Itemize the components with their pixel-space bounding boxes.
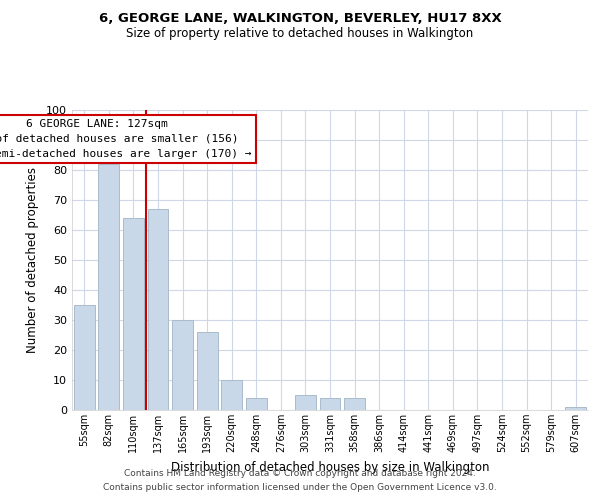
Bar xyxy=(320,398,340,410)
Text: Contains HM Land Registry data © Crown copyright and database right 2024.: Contains HM Land Registry data © Crown c… xyxy=(124,468,476,477)
Bar xyxy=(197,332,218,410)
Bar xyxy=(246,398,267,410)
Y-axis label: Number of detached properties: Number of detached properties xyxy=(26,167,39,353)
Bar xyxy=(221,380,242,410)
Bar xyxy=(295,395,316,410)
Bar xyxy=(344,398,365,410)
Text: 6, GEORGE LANE, WALKINGTON, BEVERLEY, HU17 8XX: 6, GEORGE LANE, WALKINGTON, BEVERLEY, HU… xyxy=(98,12,502,26)
Text: 6 GEORGE LANE: 127sqm
← 48% of detached houses are smaller (156)
52% of semi-det: 6 GEORGE LANE: 127sqm ← 48% of detached … xyxy=(0,119,252,158)
Text: Contains public sector information licensed under the Open Government Licence v3: Contains public sector information licen… xyxy=(103,484,497,492)
Text: Size of property relative to detached houses in Walkington: Size of property relative to detached ho… xyxy=(127,28,473,40)
Bar xyxy=(565,407,586,410)
X-axis label: Distribution of detached houses by size in Walkington: Distribution of detached houses by size … xyxy=(171,460,489,473)
Bar xyxy=(123,218,144,410)
Bar xyxy=(74,305,95,410)
Bar xyxy=(148,209,169,410)
Bar xyxy=(172,320,193,410)
Bar xyxy=(98,164,119,410)
